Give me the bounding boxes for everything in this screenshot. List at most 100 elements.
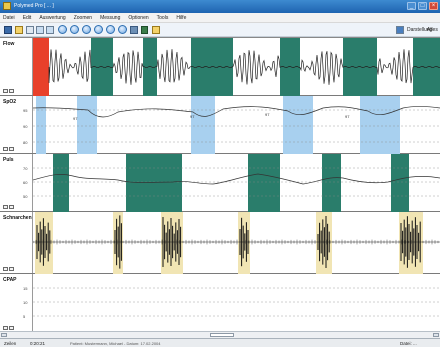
channel-cpap: CPAP 15 10 5 [0, 274, 440, 332]
scale-up-button[interactable] [9, 326, 14, 330]
channel-label: SpO2 [3, 99, 17, 105]
zoom-icon[interactable] [46, 26, 54, 34]
tick-label: 90 [23, 124, 28, 129]
tick-label: 10 [23, 300, 28, 305]
channel-label: CPAP [3, 277, 17, 283]
apnea-event[interactable] [391, 154, 409, 212]
view-all-label[interactable]: Alles [427, 27, 438, 33]
status-bar: Zeilen 0:20:21 Patient: Mustermann, Mich… [0, 338, 440, 347]
tick-label: 80 [23, 140, 28, 145]
puls-signal [33, 173, 440, 185]
tick-label: 15 [23, 286, 28, 291]
nav-last-icon[interactable] [118, 25, 127, 34]
desaturation-event[interactable] [283, 96, 313, 154]
channel-area: Flow SpO2 95 90 80 [0, 37, 440, 332]
nav-first-icon[interactable] [58, 25, 67, 34]
flow-plot [33, 38, 440, 96]
nav-next-icon[interactable] [94, 25, 103, 34]
home-icon[interactable] [130, 26, 138, 34]
status-time: 0:20:21 [30, 341, 46, 346]
menu-hilfe[interactable]: Hilfe [176, 14, 187, 21]
menu-optionen[interactable]: Optionen [128, 14, 149, 21]
horizontal-scrollbar[interactable] [0, 331, 440, 338]
maximize-button[interactable]: □ [418, 2, 427, 10]
channel-spo2: SpO2 95 90 80 97 97 97 97 [0, 96, 440, 154]
scale-down-button[interactable] [3, 267, 8, 271]
spo2-value-label: 97 [190, 114, 195, 119]
scale-down-button[interactable] [3, 89, 8, 93]
apnea-event[interactable] [91, 38, 113, 96]
title-bar: Polymed Pro [ ... ] _ □ × [0, 0, 440, 13]
snore-signal [33, 215, 439, 269]
menu-tools[interactable]: Tools [156, 14, 169, 21]
apnea-event[interactable] [53, 154, 69, 212]
window-title: Polymed Pro [ ... ] [14, 3, 54, 9]
snore-plot [33, 212, 440, 274]
desaturation-event[interactable] [191, 96, 215, 154]
menu-bar: Datei Edit Auswertung Zoomen Messung Opt… [0, 13, 440, 23]
arrow-icon[interactable] [36, 26, 44, 34]
scale-up-button[interactable] [9, 89, 14, 93]
event-marker[interactable] [33, 38, 49, 96]
chart-icon[interactable] [15, 26, 23, 34]
toolbar: Darstellung Alles [0, 23, 440, 37]
edit-icon[interactable] [26, 26, 34, 34]
menu-messung[interactable]: Messung [100, 14, 121, 21]
desaturation-event[interactable] [360, 96, 400, 154]
report-icon[interactable] [152, 26, 160, 34]
channel-label: Schnarchen [3, 215, 32, 221]
apnea-event[interactable] [248, 154, 280, 212]
tick-label: 70 [23, 166, 28, 171]
puls-plot [33, 154, 440, 212]
apnea-event[interactable] [322, 154, 341, 212]
scroll-left-button[interactable] [1, 333, 7, 337]
status-patient: Patient: Mustermann, Michael - Datum: 17… [70, 341, 161, 346]
scroll-right-button[interactable] [433, 333, 439, 337]
cpap-plot [33, 287, 440, 317]
spo2-value-label: 97 [73, 116, 78, 121]
nav-prev-icon[interactable] [82, 25, 91, 34]
open-icon[interactable] [4, 26, 12, 34]
nav-prev-page-icon[interactable] [70, 25, 79, 34]
menu-edit[interactable]: Edit [22, 14, 32, 21]
scale-up-button[interactable] [9, 205, 14, 209]
app-icon [3, 2, 11, 10]
channel-label: Flow [3, 41, 15, 47]
scale-down-button[interactable] [3, 205, 8, 209]
menu-zoomen[interactable]: Zoomen [73, 14, 93, 21]
scroll-thumb[interactable] [210, 333, 234, 337]
apnea-event[interactable] [126, 154, 182, 212]
scale-up-button[interactable] [9, 147, 14, 151]
scale-down-button[interactable] [3, 326, 8, 330]
desaturation-event[interactable] [36, 96, 46, 154]
tick-label: 95 [23, 108, 28, 113]
scale-down-button[interactable] [3, 147, 8, 151]
tick-label: 60 [23, 180, 28, 185]
settings-icon[interactable] [396, 26, 404, 34]
channel-schnarchen: Schnarchen [0, 212, 440, 274]
channel-label: Puls [3, 157, 14, 163]
status-file: Datei: ... [400, 341, 417, 346]
spo2-value-label: 97 [265, 112, 270, 117]
spo2-signal [33, 106, 440, 118]
apnea-event[interactable] [191, 38, 233, 96]
channel-puls: Puls 70 60 50 [0, 154, 440, 212]
scale-up-button[interactable] [9, 267, 14, 271]
spo2-value-label: 97 [345, 114, 350, 119]
apnea-event[interactable] [143, 38, 157, 96]
minimize-button[interactable]: _ [407, 2, 416, 10]
tick-label: 50 [23, 194, 28, 199]
spo2-plot: 97 97 97 97 [33, 96, 440, 154]
flag-icon[interactable] [141, 26, 148, 34]
status-label: Zeilen [4, 341, 17, 346]
close-button[interactable]: × [429, 2, 438, 10]
flow-signal [48, 49, 440, 85]
tick-label: 5 [23, 314, 26, 319]
menu-datei[interactable]: Datei [3, 14, 15, 21]
desaturation-event[interactable] [77, 96, 97, 154]
apnea-event[interactable] [280, 38, 300, 96]
nav-next-page-icon[interactable] [106, 25, 115, 34]
channel-flow: Flow [0, 38, 440, 96]
menu-auswertung[interactable]: Auswertung [39, 14, 66, 21]
view-label[interactable]: Darstellung [407, 27, 433, 33]
